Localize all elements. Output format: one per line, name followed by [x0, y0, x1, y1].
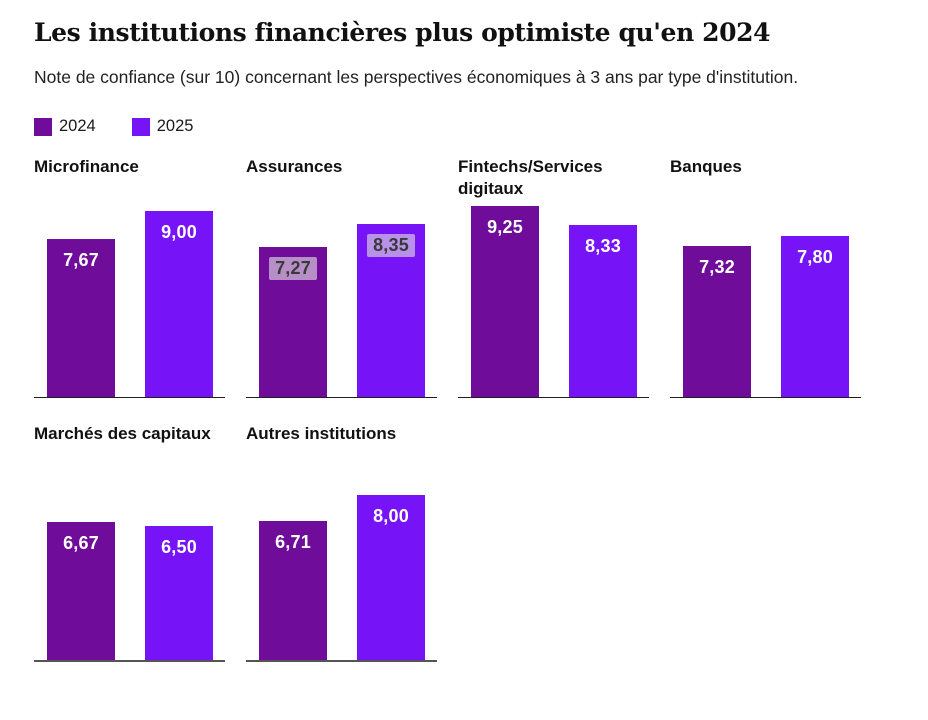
value-label-2024: 9,25 [487, 216, 523, 237]
value-label-2025: 7,80 [797, 246, 833, 267]
panel-title: Microfinance [34, 157, 139, 176]
panel-plot: 7,67 9,00 [34, 190, 225, 398]
bar-2024: 7,27 [259, 246, 327, 397]
value-label-2025: 6,50 [161, 536, 197, 557]
panel-plot: 7,27 8,35 [246, 190, 437, 398]
panel-plot: 6,71 8,00 [246, 453, 437, 662]
chart-page: Les institutions financières plus optimi… [34, 18, 894, 662]
panel-title: Fintechs/Services digitaux [458, 157, 603, 198]
panel-autres-institutions: Autres institutions 6,71 8,00 [246, 423, 437, 662]
panel-marches-capitaux: Marchés des capitaux 6,67 6,50 [34, 423, 225, 662]
value-label-2025: 8,00 [373, 505, 409, 526]
bar-2025: 7,80 [781, 235, 849, 397]
chart-title: Les institutions financières plus optimi… [34, 18, 771, 47]
value-label-2024: 7,67 [63, 249, 99, 270]
legend-item-2025: 2025 [131, 117, 194, 136]
panel-title: Assurances [246, 157, 343, 176]
value-label-2024: 6,67 [63, 533, 99, 554]
legend-label-2024: 2024 [59, 117, 96, 135]
bar-2025: 8,00 [357, 494, 425, 660]
panel-banques: Banques 7,32 7,80 [670, 156, 861, 398]
panel-microfinance: Microfinance 7,67 9,00 [34, 156, 225, 398]
bar-2024: 7,67 [47, 238, 115, 397]
legend-swatch-2024 [34, 117, 52, 136]
legend-item-2024: 2024 [34, 117, 96, 136]
chart-subtitle: Note de confiance (sur 10) concernant le… [34, 67, 799, 87]
bar-2025: 9,00 [145, 211, 213, 397]
value-label-2024: 7,32 [699, 256, 735, 277]
panel-title: Banques [670, 157, 742, 176]
legend-label-2025: 2025 [156, 117, 194, 135]
panel-plot: 7,32 7,80 [670, 190, 861, 398]
bar-2024: 6,71 [259, 521, 327, 660]
panel-title: Autres institutions [246, 424, 397, 443]
bar-2025: 8,33 [569, 224, 637, 397]
value-label-2025: 8,33 [585, 235, 621, 256]
bar-2024: 6,67 [47, 522, 115, 660]
bar-2024: 7,32 [683, 245, 751, 397]
bar-2024: 9,25 [471, 205, 539, 397]
value-label-2024: 6,71 [275, 532, 311, 553]
legend: 2024 2025 [34, 117, 894, 136]
panel-plot: 9,25 8,33 [458, 190, 649, 398]
panels-grid: Microfinance 7,67 9,00 Assurances 7,27 8… [34, 156, 894, 662]
value-label-2025: 9,00 [161, 222, 197, 242]
legend-swatch-2025 [131, 117, 150, 136]
panel-assurances: Assurances 7,27 8,35 [246, 156, 437, 398]
value-label-2024: 7,27 [269, 256, 317, 280]
bar-2025: 8,35 [357, 224, 425, 397]
panel-title: Marchés des capitaux [34, 424, 211, 443]
value-label-2025: 8,35 [367, 234, 415, 258]
panel-plot: 6,67 6,50 [34, 453, 225, 662]
bar-2025: 6,50 [145, 525, 213, 660]
panel-fintechs: Fintechs/Services digitaux 9,25 8,33 [458, 156, 649, 398]
